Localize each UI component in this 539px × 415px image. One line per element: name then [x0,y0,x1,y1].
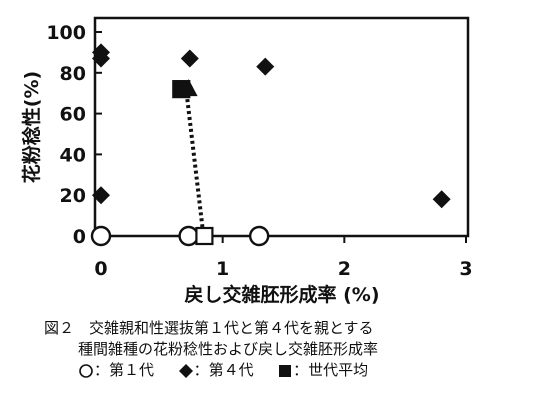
y-tick-label: 100 [46,22,86,44]
x-tick-label: 3 [459,258,472,280]
caption-legend: ：第１代 ：第４代 ：世代平均 [44,360,534,381]
legend-filled-square-icon [279,364,292,377]
plot-area [93,16,470,238]
legend-label-gen4: ：第４代 [193,361,254,379]
legend-open-circle-icon [79,363,93,378]
average-point [195,226,214,246]
caption-line-2: 種間雑種の花粉稔性および戻し交雑胚形成率 [78,340,379,358]
gen1-point [178,225,199,247]
gen4-point [432,190,451,209]
gen1-point [248,225,270,247]
legend-diamond-icon [178,363,193,378]
x-tick-label: 0 [94,258,107,280]
x-tick-label: 2 [338,258,351,280]
gen1-point [90,225,112,247]
x-axis-title: 戻し交雑胚形成率 (%) [184,283,379,306]
gen4-point [92,49,110,68]
x-axis-ticks: 0 1 2 3 [94,236,473,280]
y-tick-label: 0 [73,226,86,248]
y-axis-ticks: 0 20 40 60 80 100 [46,22,102,248]
y-axis-title: 花粉稔性(%) [20,71,43,183]
legend-label-gen1: ：第１代 [94,361,155,379]
y-tick-label: 60 [60,104,86,126]
y-tick-label: 20 [60,185,86,207]
gen4-point [92,186,110,205]
y-tick-label: 40 [60,144,86,166]
figure-caption: 図２ 交雑親和性選抜第１代と第４代を親とする 種間雑種の花粉稔性および戻し交雑胚… [44,318,534,381]
y-tick-label: 80 [60,63,86,85]
caption-line-1: 図２ 交雑親和性選抜第１代と第４代を親とする [44,319,374,337]
x-tick-label: 1 [216,258,229,280]
average-connector-line [185,98,205,228]
legend-label-average: ：世代平均 [293,361,369,379]
data-marks [90,43,451,247]
triangle-point [179,79,198,97]
gen4-point [256,57,275,76]
gen4-point [180,49,199,68]
